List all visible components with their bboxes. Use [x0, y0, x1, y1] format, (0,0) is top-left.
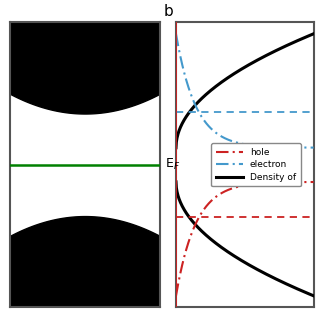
- Text: b: b: [163, 4, 173, 19]
- Text: E$_F$: E$_F$: [164, 157, 180, 172]
- Legend: hole, electron, Density of: hole, electron, Density of: [211, 143, 300, 187]
